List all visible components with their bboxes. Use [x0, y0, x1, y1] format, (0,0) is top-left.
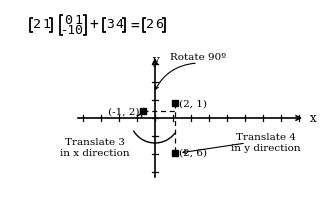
Text: (2, 1): (2, 1) — [179, 99, 207, 109]
Text: (-1, 2): (-1, 2) — [109, 107, 140, 116]
Text: 2: 2 — [33, 19, 41, 32]
Text: =: = — [131, 17, 139, 32]
Text: x: x — [310, 112, 317, 124]
Text: -1: -1 — [61, 23, 75, 36]
Text: 1: 1 — [74, 13, 82, 27]
Text: Translate 4
in y direction: Translate 4 in y direction — [231, 133, 301, 153]
Text: 2: 2 — [146, 19, 154, 32]
Text: Translate 3
in x direction: Translate 3 in x direction — [60, 138, 130, 158]
Text: 0: 0 — [74, 23, 82, 36]
Text: (2, 6): (2, 6) — [179, 149, 207, 158]
Text: 4: 4 — [115, 19, 123, 32]
Text: +: + — [90, 17, 98, 32]
Text: y: y — [152, 54, 158, 67]
Text: 0: 0 — [64, 13, 72, 27]
Text: Rotate 90º: Rotate 90º — [170, 53, 226, 62]
Text: 3: 3 — [106, 19, 114, 32]
Text: 6: 6 — [155, 19, 163, 32]
Text: 1: 1 — [42, 19, 50, 32]
